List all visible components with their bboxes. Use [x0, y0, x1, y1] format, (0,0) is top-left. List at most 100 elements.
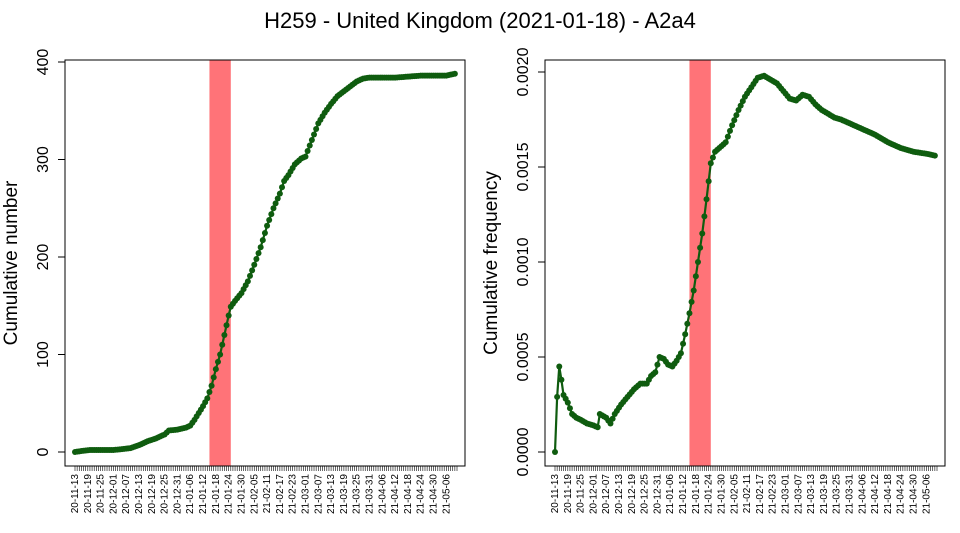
x-tick-label: 20-11-19 — [563, 474, 574, 514]
data-point — [255, 250, 262, 257]
data-point — [259, 237, 266, 244]
x-tick-label: 20-12-31 — [652, 474, 663, 514]
x-tick-label: 21-04-12 — [390, 474, 401, 514]
x-tick-label: 21-04-18 — [403, 474, 414, 514]
data-point — [726, 127, 733, 134]
x-tick-label: 21-01-12 — [678, 474, 689, 514]
data-point — [690, 287, 697, 294]
data-point — [552, 449, 558, 455]
series-line — [553, 74, 936, 453]
x-tick-label: 21-04-12 — [870, 474, 881, 514]
y-tick-label: 0.0000 — [515, 427, 532, 476]
data-point — [212, 366, 219, 373]
x-tick-label: 20-12-31 — [172, 474, 183, 514]
x-tick-label: 20-11-13 — [550, 474, 561, 514]
y-tick-label: 0.0010 — [515, 237, 532, 286]
x-tick-label: 21-02-05 — [729, 474, 740, 514]
x-tick-label: 21-03-19 — [339, 474, 350, 514]
data-point — [684, 320, 691, 327]
x-tick-label: 21-01-24 — [224, 474, 235, 514]
data-point — [206, 389, 213, 396]
data-point — [731, 117, 738, 124]
data-point — [270, 205, 277, 212]
chart-title: H259 - United Kingdom (2021-01-18) - A2a… — [264, 8, 696, 33]
highlight-band — [209, 60, 231, 466]
data-point — [677, 350, 684, 357]
data-point — [246, 272, 253, 279]
y-axis-label: Cumulative frequency — [481, 171, 502, 355]
data-point — [313, 125, 320, 132]
data-point — [306, 142, 313, 149]
x-tick-label: 21-03-19 — [819, 474, 830, 514]
x-tick-label: 21-02-23 — [288, 474, 299, 514]
x-tick-label: 21-03-01 — [780, 474, 791, 514]
data-point — [722, 139, 729, 146]
data-point — [302, 153, 309, 160]
data-point — [692, 273, 699, 280]
x-tick-label: 20-12-01 — [108, 474, 119, 514]
data-point — [680, 340, 687, 347]
data-point — [733, 112, 740, 119]
y-tick-label: 0.0015 — [515, 142, 532, 191]
data-point — [697, 244, 704, 251]
data-point — [221, 332, 228, 338]
x-tick-label: 21-03-25 — [352, 474, 363, 514]
data-point — [724, 133, 731, 140]
x-tick-label: 21-03-07 — [313, 474, 324, 514]
data-point — [607, 420, 614, 427]
data-point — [451, 70, 458, 77]
data-point — [566, 405, 573, 412]
x-tick-label: 21-04-24 — [416, 474, 427, 514]
data-point — [253, 255, 260, 262]
data-point — [703, 196, 710, 203]
data-point — [686, 310, 693, 317]
x-tick-label: 20-11-13 — [70, 474, 81, 514]
data-point — [266, 216, 273, 223]
x-tick-label: 21-05-06 — [441, 474, 452, 514]
data-point — [594, 424, 601, 431]
x-tick-label: 21-03-07 — [793, 474, 804, 514]
data-point — [707, 160, 714, 167]
data-point — [652, 369, 659, 376]
data-point — [217, 351, 224, 358]
y-tick-label: 400 — [35, 49, 52, 76]
x-tick-label: 21-03-01 — [300, 474, 311, 514]
x-tick-label: 21-03-31 — [845, 474, 856, 514]
x-tick-label: 21-03-25 — [832, 474, 843, 514]
data-point — [274, 195, 281, 202]
data-point — [558, 376, 565, 383]
x-tick-label: 20-12-13 — [134, 474, 145, 514]
x-tick-label: 20-12-25 — [640, 474, 651, 514]
x-tick-label: 21-02-23 — [768, 474, 779, 514]
data-point — [244, 278, 251, 285]
data-point — [279, 184, 286, 191]
x-tick-label: 20-12-07 — [121, 474, 132, 514]
y-tick-label: 100 — [35, 341, 52, 368]
x-tick-label: 20-11-25 — [96, 474, 107, 514]
x-tick-label: 21-01-18 — [691, 474, 702, 514]
data-point — [264, 222, 271, 229]
chart-panel-2: 0.0000 0.0005 0.0010 0.0015 0.0020 Cumulative… — [481, 47, 946, 514]
x-tick-label: 21-01-30 — [716, 474, 727, 514]
x-tick-label: 20-12-13 — [614, 474, 625, 514]
data-point — [609, 415, 616, 422]
data-point — [208, 382, 215, 389]
x-tick-label: 20-11-19 — [83, 474, 94, 514]
data-point — [735, 107, 742, 113]
data-point — [223, 322, 230, 329]
x-tick-label: 21-05-06 — [921, 474, 932, 514]
data-point — [261, 229, 268, 236]
x-tick-label: 21-04-30 — [429, 474, 440, 514]
y-axis-label: Cumulative number — [1, 180, 22, 345]
data-point — [219, 341, 226, 348]
x-tick-label: 21-02-11 — [742, 474, 753, 514]
data-point — [737, 102, 744, 109]
data-point — [654, 361, 661, 368]
x-tick-label: 20-12-25 — [160, 474, 171, 514]
x-tick-label: 21-01-30 — [236, 474, 247, 514]
data-point — [225, 312, 232, 319]
data-point — [272, 200, 279, 207]
y-tick-label: 0 — [35, 447, 52, 456]
data-point — [699, 230, 706, 237]
